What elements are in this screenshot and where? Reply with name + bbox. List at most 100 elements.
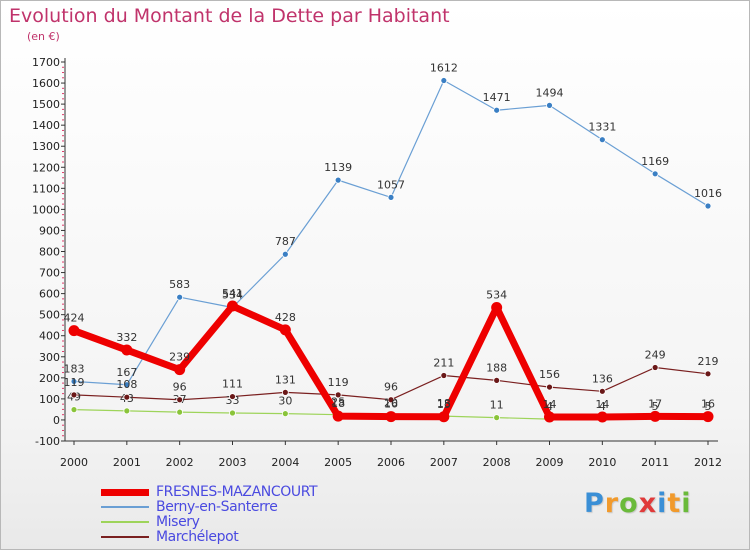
logo-letter: o <box>619 488 639 519</box>
data-point <box>68 325 80 337</box>
data-label: 1169 <box>641 155 669 168</box>
data-label: 16 <box>701 398 715 411</box>
data-label: 14 <box>595 398 609 411</box>
data-label: 249 <box>645 349 666 362</box>
data-label: 96 <box>384 381 398 394</box>
data-label: 541 <box>222 287 243 300</box>
data-label: 211 <box>433 357 454 370</box>
x-tick-label: 2009 <box>536 456 564 469</box>
data-point <box>176 293 184 301</box>
data-point <box>702 411 714 423</box>
data-point <box>598 387 606 395</box>
data-label: 424 <box>64 312 85 325</box>
data-point <box>70 378 78 385</box>
data-label: 1612 <box>430 62 458 75</box>
data-point <box>279 324 291 336</box>
data-label: 25 <box>331 396 345 409</box>
data-point <box>229 393 236 400</box>
legend-swatch-berny <box>101 506 149 508</box>
y-tick-label: 1100 <box>32 182 60 195</box>
data-label: 239 <box>169 351 190 364</box>
data-point <box>334 176 342 184</box>
data-label: 5 <box>705 400 712 413</box>
data-label: 18 <box>437 397 451 410</box>
x-tick-label: 2010 <box>588 456 616 469</box>
data-point <box>493 414 501 422</box>
y-tick-label: 1600 <box>32 77 60 90</box>
y-tick-label: -100 <box>35 435 60 448</box>
data-point <box>598 136 606 144</box>
data-label: 14 <box>543 398 557 411</box>
data-label: 33 <box>226 394 240 407</box>
proxiti-logo: Proxiti <box>584 488 692 519</box>
data-label: 108 <box>116 378 137 391</box>
data-point <box>332 410 344 422</box>
data-point <box>123 381 131 389</box>
data-label: 111 <box>222 378 243 391</box>
x-tick-label: 2005 <box>324 456 352 469</box>
data-point <box>651 364 659 371</box>
legend-swatch-misery <box>101 521 149 523</box>
x-tick-label: 2011 <box>641 456 669 469</box>
y-tick-label: 800 <box>39 246 60 259</box>
y-tick-label: 0 <box>53 414 60 427</box>
data-point <box>544 411 555 423</box>
logo-letter: t <box>667 488 682 519</box>
legend-label-fresnes: FRESNES-MAZANCOURT <box>156 484 318 500</box>
logo-letter: i <box>681 488 692 519</box>
x-tick-label: 2006 <box>377 456 405 469</box>
data-label: 30 <box>278 395 292 408</box>
data-label: 131 <box>275 373 296 386</box>
y-tick-label: 1500 <box>32 98 60 111</box>
legend-label-marchelepot: Marchélepot <box>156 529 239 545</box>
y-tick-label: 1400 <box>32 119 60 132</box>
data-point <box>334 391 342 399</box>
data-label: 18 <box>331 397 345 410</box>
data-point <box>70 391 78 399</box>
data-label: 583 <box>169 278 190 291</box>
data-point <box>546 383 553 391</box>
y-tick-label: 1000 <box>32 203 60 216</box>
y-tick-label: 400 <box>39 330 60 343</box>
data-label: 219 <box>698 355 719 368</box>
y-tick-label: 600 <box>39 288 60 301</box>
data-label: 136 <box>592 372 613 385</box>
data-label: 534 <box>486 289 507 302</box>
x-tick-label: 2000 <box>60 456 88 469</box>
logo-letter: r <box>604 488 620 519</box>
data-label: 15 <box>437 398 451 411</box>
data-label: 1494 <box>536 86 564 99</box>
y-tick-label: 200 <box>39 372 60 385</box>
data-label: 332 <box>116 331 137 344</box>
y-tick-label: 1300 <box>32 140 60 153</box>
data-point <box>123 393 131 401</box>
data-point <box>651 170 659 178</box>
data-point <box>704 202 712 210</box>
data-point <box>174 364 186 376</box>
data-label: 183 <box>64 362 85 375</box>
data-point <box>493 376 501 384</box>
data-label: 11 <box>490 399 504 412</box>
data-point <box>546 101 553 109</box>
data-label: 96 <box>173 381 187 394</box>
data-point <box>704 370 712 378</box>
data-point <box>281 250 289 258</box>
data-label: 20 <box>384 397 398 410</box>
x-tick-label: 2003 <box>219 456 247 469</box>
data-point <box>281 388 289 396</box>
y-tick-label: 500 <box>39 309 60 322</box>
x-tick-label: 2007 <box>430 456 458 469</box>
y-tick-label: 1200 <box>32 161 60 174</box>
data-label: 167 <box>116 366 137 379</box>
data-label: 119 <box>64 376 85 389</box>
x-tick-label: 2012 <box>694 456 722 469</box>
data-point <box>438 411 450 423</box>
legend-swatch-fresnes <box>101 489 149 496</box>
data-label: 4 <box>546 400 553 413</box>
y-tick-label: 100 <box>39 393 60 406</box>
data-label: 188 <box>486 361 507 374</box>
data-point <box>440 77 448 84</box>
data-point <box>493 106 501 114</box>
data-point <box>281 410 289 418</box>
